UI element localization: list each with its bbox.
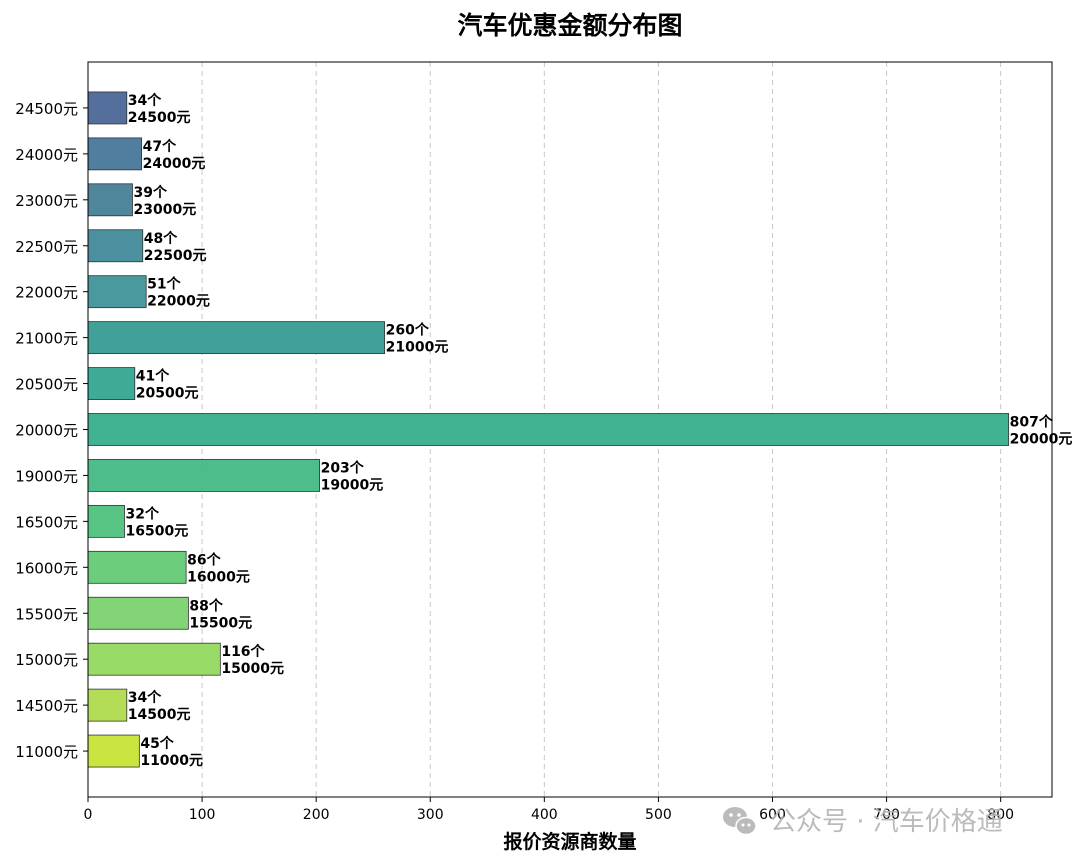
data-label-amount: 15500元	[189, 615, 252, 631]
y-tick-label: 15500元	[15, 605, 78, 623]
data-label-amount: 15000元	[221, 661, 284, 677]
y-tick-label: 16500元	[15, 513, 78, 531]
data-label-count: 260个	[386, 322, 430, 339]
data-label-amount: 24500元	[128, 110, 191, 126]
y-tick-label: 11000元	[15, 743, 78, 761]
watermark-text: 公众号 · 汽车价格通	[770, 807, 1003, 837]
data-label-amount: 11000元	[140, 753, 203, 769]
data-label-amount: 21000元	[386, 340, 449, 356]
data-label-amount: 19000元	[321, 477, 384, 493]
data-labels: 34个24500元47个24000元39个23000元48个22500元51个2…	[126, 92, 1073, 769]
y-tick-label: 24500元	[15, 100, 78, 118]
data-label-count: 88个	[189, 597, 223, 614]
bar	[87, 550, 187, 584]
data-label-count: 51个	[147, 276, 181, 293]
data-label-amount: 16500元	[126, 523, 189, 539]
bar	[87, 413, 1010, 446]
y-tick-label: 20500元	[15, 376, 78, 394]
bar	[87, 734, 140, 768]
bar	[87, 367, 136, 400]
x-tick-label: 600	[759, 807, 786, 823]
x-tick-label: 700	[873, 807, 900, 823]
y-tick-label: 24000元	[15, 146, 78, 164]
data-label-count: 86个	[187, 551, 221, 568]
y-tick-label: 23000元	[15, 192, 78, 210]
data-label-count: 48个	[144, 230, 178, 247]
watermark: 公众号 · 汽车价格通	[723, 807, 1003, 837]
bar	[87, 688, 128, 722]
x-axis-label: 报价资源商数量	[503, 830, 636, 853]
data-label-count: 203个	[321, 459, 365, 476]
bar	[87, 459, 320, 492]
y-tick-label: 15000元	[15, 651, 78, 669]
bar	[87, 229, 144, 263]
bar	[87, 642, 221, 676]
data-label-count: 116个	[221, 643, 265, 660]
data-label-count: 34个	[128, 92, 162, 109]
data-label-amount: 20000元	[1010, 432, 1073, 448]
x-tick-label: 300	[417, 807, 444, 823]
data-label-amount: 22000元	[147, 294, 210, 310]
y-tick-label: 21000元	[15, 330, 78, 348]
data-label-amount: 23000元	[133, 202, 196, 218]
data-label-amount: 24000元	[143, 156, 206, 172]
x-tick-label: 800	[987, 807, 1014, 823]
data-label-count: 807个	[1010, 414, 1054, 431]
data-label-count: 39个	[133, 184, 167, 201]
x-tick-label: 400	[531, 807, 558, 823]
y-tick-label: 19000元	[15, 467, 78, 485]
y-tick-label: 22000元	[15, 284, 78, 302]
data-label-count: 32个	[126, 505, 160, 522]
bar	[87, 183, 133, 217]
x-tick-label: 0	[84, 807, 93, 823]
data-label-count: 45个	[140, 735, 174, 752]
y-tick-label: 14500元	[15, 697, 78, 715]
wechat-icon	[723, 807, 757, 836]
data-label-amount: 16000元	[187, 569, 250, 585]
data-label-count: 34个	[128, 689, 162, 706]
x-axis-ticks: 0 100 200 300 400 500 600 700 800	[84, 797, 1014, 823]
chart-title: 汽车优惠金额分布图	[457, 11, 682, 40]
y-tick-label: 22500元	[15, 238, 78, 256]
data-label-amount: 20500元	[136, 386, 199, 402]
bar	[87, 504, 125, 538]
bars	[87, 91, 1010, 768]
data-label-amount: 22500元	[144, 248, 207, 264]
bar	[87, 91, 128, 125]
bar	[87, 137, 143, 171]
bar	[87, 275, 147, 309]
x-tick-label: 100	[189, 807, 216, 823]
bar	[87, 596, 189, 630]
data-label-count: 47个	[143, 138, 177, 155]
x-tick-label: 200	[303, 807, 330, 823]
y-tick-label: 16000元	[15, 559, 78, 577]
data-label-amount: 14500元	[128, 707, 191, 723]
x-tick-label: 500	[645, 807, 672, 823]
data-label-count: 41个	[136, 368, 170, 385]
y-axis-ticks: 24500元 24000元 23000元 22500元 22000元 21000元 2050…	[15, 100, 88, 761]
bar	[87, 321, 386, 355]
y-tick-label: 20000元	[15, 422, 78, 440]
